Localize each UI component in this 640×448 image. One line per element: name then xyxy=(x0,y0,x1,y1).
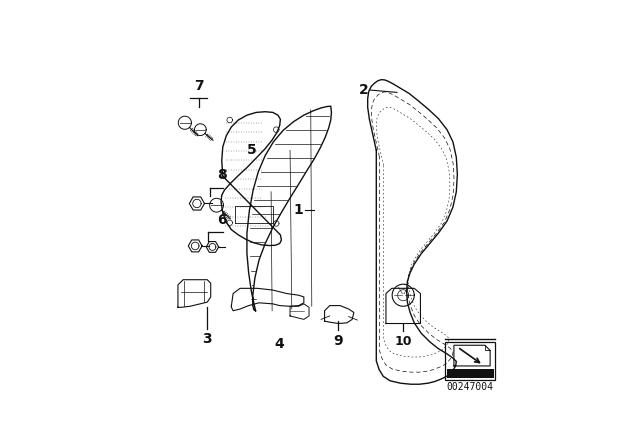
Text: 3: 3 xyxy=(202,332,211,346)
Text: 10: 10 xyxy=(394,335,412,348)
Text: 2: 2 xyxy=(359,83,369,97)
Text: 7: 7 xyxy=(194,79,204,93)
Text: 1: 1 xyxy=(293,202,303,217)
Text: 00247004: 00247004 xyxy=(447,382,494,392)
Text: 9: 9 xyxy=(333,334,342,348)
Polygon shape xyxy=(447,369,493,378)
Text: 5: 5 xyxy=(246,143,256,157)
Text: 6: 6 xyxy=(217,213,227,227)
Text: 4: 4 xyxy=(274,337,284,351)
Text: 8: 8 xyxy=(217,168,227,182)
